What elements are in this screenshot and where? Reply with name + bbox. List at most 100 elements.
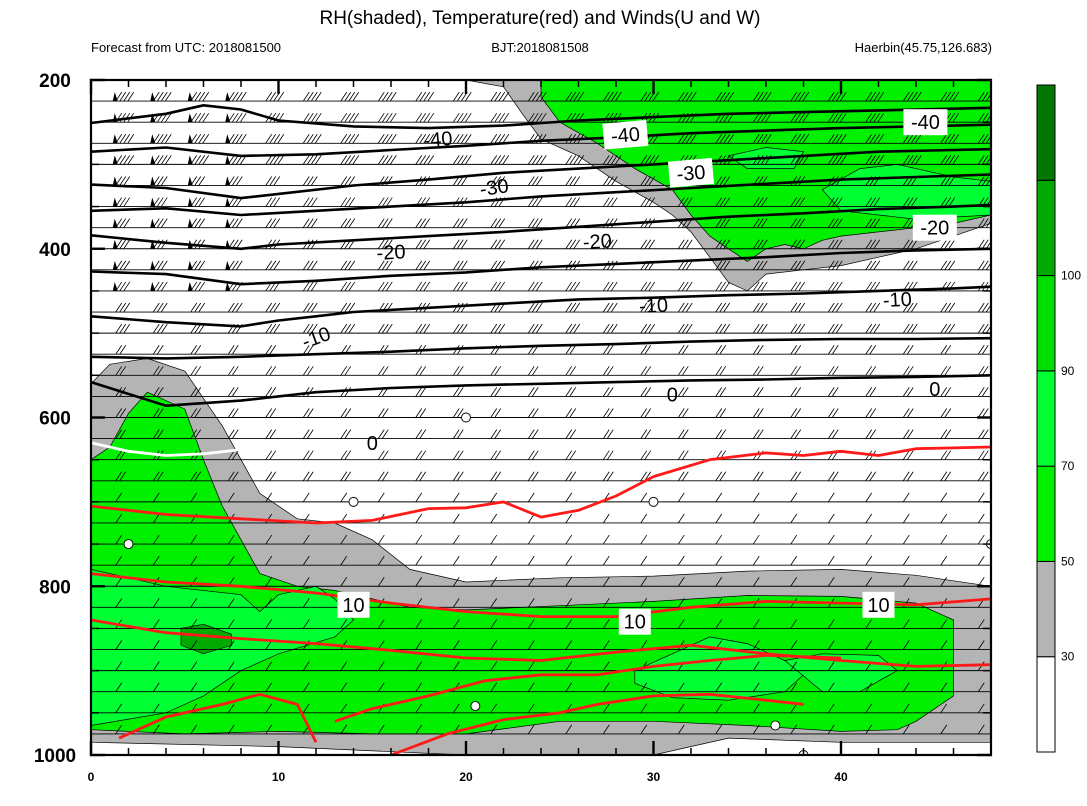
- wind-barb: [827, 323, 843, 334]
- colorbar-segment: [1036, 179, 1056, 277]
- wind-barb: [115, 577, 123, 587]
- colorbar-segment: [1036, 560, 1056, 658]
- wind-barb: [903, 80, 916, 81]
- wind-barb: [865, 239, 881, 249]
- wind-barb: [340, 134, 360, 144]
- wind-pennant: [112, 92, 118, 102]
- wind-barb: [752, 281, 768, 292]
- contour-label-box: [618, 608, 651, 635]
- wind-barb: [227, 598, 235, 608]
- wind-barb: [565, 239, 581, 249]
- contour-label: 0: [667, 385, 678, 407]
- wind-barb: [265, 492, 273, 503]
- wind-barb: [528, 80, 541, 81]
- wind-barb: [227, 619, 235, 629]
- wind-barb: [377, 682, 385, 692]
- wind-barb: [902, 366, 914, 376]
- wind-barb: [152, 91, 172, 102]
- wind-barb: [302, 323, 318, 334]
- wind-pennant: [112, 197, 118, 207]
- wind-barb: [115, 682, 123, 692]
- wind-barb: [827, 408, 839, 418]
- wind-barb: [940, 80, 954, 81]
- wind-barb: [640, 91, 660, 102]
- wind-barb: [340, 492, 348, 503]
- y-tick-label: 1000: [34, 746, 76, 767]
- chart-title: RH(shaded), Temperature(red) and Winds(U…: [319, 8, 760, 29]
- wind-barb: [940, 492, 948, 503]
- wind-barb: [527, 112, 547, 123]
- wind-barb: [640, 344, 652, 355]
- wind-barb: [790, 513, 798, 524]
- wind-barb: [677, 598, 685, 608]
- wind-barb: [115, 91, 135, 102]
- wind-barb: [527, 577, 535, 587]
- wind-barb: [752, 724, 760, 735]
- wind-pennant: [113, 71, 118, 80]
- wind-pennant: [187, 176, 193, 186]
- wind-barb: [490, 80, 504, 81]
- wind-barb: [152, 513, 160, 524]
- wind-barb: [752, 218, 768, 228]
- wind-barb: [115, 555, 123, 566]
- wind-barb: [415, 429, 427, 439]
- wind-barb: [677, 155, 697, 165]
- wind-barb: [677, 450, 689, 460]
- wind-barb: [452, 577, 460, 587]
- wind-barb: [490, 260, 506, 271]
- colorbar: 30 50 70 90 100: [1036, 84, 1081, 753]
- wind-barb: [865, 513, 873, 524]
- wind-barb: [415, 450, 427, 460]
- wind-barb: [715, 112, 735, 123]
- wind-barb: [977, 619, 985, 629]
- wind-barb: [415, 492, 423, 503]
- wind-barb: [302, 471, 314, 482]
- wind-barb: [452, 281, 468, 292]
- wind-barb: [677, 429, 689, 439]
- wind-barb: [640, 513, 648, 524]
- wind-barb: [302, 176, 318, 186]
- wind-barb: [602, 239, 618, 249]
- wind-barb: [415, 513, 423, 524]
- wind-barb: [752, 619, 760, 629]
- wind-barb: [415, 218, 431, 228]
- wind-barb: [940, 555, 948, 566]
- wind-barb: [565, 492, 573, 503]
- wind-barb: [715, 344, 727, 355]
- wind-barb: [752, 323, 768, 334]
- wind-barb: [752, 387, 764, 397]
- wind-barb: [790, 429, 802, 439]
- wind-barb: [865, 218, 881, 228]
- wind-barb: [302, 598, 310, 608]
- wind-barb: [902, 619, 910, 629]
- wind-barb: [790, 661, 798, 671]
- wind-barb: [527, 492, 535, 503]
- wind-barb: [602, 661, 610, 671]
- wind-barb: [790, 555, 798, 566]
- wind-barb: [977, 218, 991, 228]
- contour-label-box: [862, 591, 895, 618]
- wind-barb: [153, 80, 166, 81]
- wind-barb: [940, 703, 948, 714]
- wind-barb: [115, 661, 123, 671]
- wind-barb: [190, 471, 202, 482]
- wind-barb: [302, 344, 314, 355]
- wind-barb: [190, 429, 202, 439]
- wind-barb: [640, 302, 656, 313]
- wind-barb: [752, 197, 768, 207]
- wind-barb: [640, 682, 648, 692]
- wind-barb: [377, 724, 385, 735]
- calm-markers-layer: [123, 412, 991, 755]
- y-tick-label: 800: [39, 577, 71, 598]
- wind-barb: [902, 492, 910, 503]
- wind-barb: [677, 534, 685, 545]
- wind-pennant: [112, 155, 118, 165]
- wind-barb: [265, 577, 273, 587]
- wind-barb: [227, 429, 239, 439]
- wind-barb: [190, 619, 198, 629]
- wind-barb: [752, 640, 760, 650]
- wind-barb: [565, 155, 585, 165]
- wind-barb: [190, 323, 206, 334]
- wind-barb: [490, 155, 510, 165]
- wind-barb: [977, 91, 991, 102]
